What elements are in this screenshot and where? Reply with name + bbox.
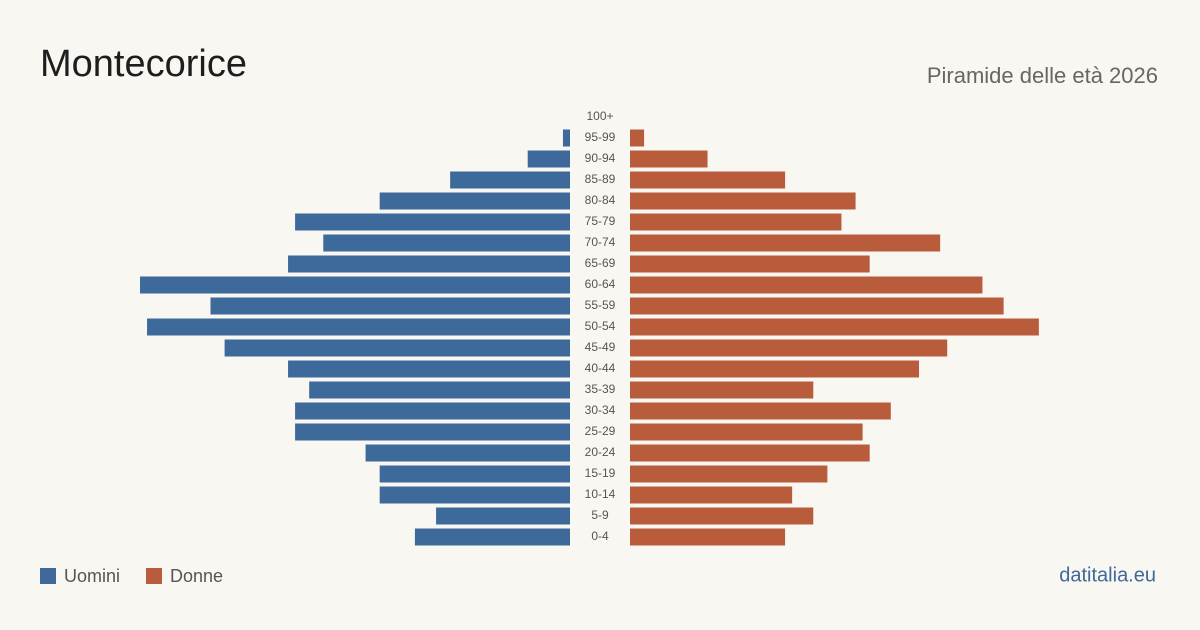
bar [630, 150, 708, 168]
bar [379, 465, 570, 483]
bar [147, 318, 570, 336]
bar [630, 171, 786, 189]
age-label: 55-59 [585, 298, 616, 312]
bar [323, 234, 570, 252]
bar [630, 423, 863, 441]
age-label: 25-29 [585, 424, 616, 438]
chart-subtitle: Piramide delle età 2026 [927, 63, 1158, 88]
legend-label: Donne [170, 566, 223, 586]
bar [527, 150, 570, 168]
age-label: 35-39 [585, 382, 616, 396]
bar [630, 360, 920, 378]
bar [295, 423, 570, 441]
bar [630, 402, 891, 420]
bar [140, 276, 570, 294]
bar [288, 255, 570, 273]
bar [630, 528, 786, 546]
bar [630, 255, 870, 273]
bar [630, 381, 814, 399]
chart-title: Montecorice [40, 43, 247, 85]
age-label: 75-79 [585, 214, 616, 228]
legend-swatch [146, 568, 163, 584]
bar [630, 234, 941, 252]
age-label: 90-94 [585, 151, 616, 165]
bar [630, 213, 842, 231]
age-label: 80-84 [585, 193, 616, 207]
bar [630, 444, 870, 462]
age-label: 70-74 [585, 235, 616, 249]
bar [295, 402, 570, 420]
bar [309, 381, 570, 399]
bar [295, 213, 570, 231]
age-label: 65-69 [585, 256, 616, 270]
source: datitalia.eu [1059, 564, 1156, 586]
age-label: 5-9 [591, 508, 609, 522]
bar [562, 129, 570, 147]
bar [288, 360, 570, 378]
age-label: 100+ [586, 109, 613, 123]
age-label: 85-89 [585, 172, 616, 186]
bar [630, 297, 1004, 315]
bar [630, 276, 983, 294]
bar [630, 465, 828, 483]
bar [379, 192, 570, 210]
bar [365, 444, 570, 462]
age-label: 15-19 [585, 466, 616, 480]
age-label: 20-24 [585, 445, 616, 459]
legend-label: Uomini [64, 566, 120, 586]
age-label: 50-54 [585, 319, 616, 333]
bar [630, 486, 793, 504]
age-label: 45-49 [585, 340, 616, 354]
bar [630, 318, 1039, 336]
bar [630, 192, 856, 210]
age-label: 10-14 [585, 487, 616, 501]
age-label: 0-4 [591, 529, 609, 543]
age-label: 60-64 [585, 277, 616, 291]
bar [630, 129, 645, 147]
bar [630, 339, 948, 357]
bar [210, 297, 570, 315]
bar [414, 528, 570, 546]
age-label: 95-99 [585, 130, 616, 144]
bar [450, 171, 570, 189]
bar [379, 486, 570, 504]
age-label: 30-34 [585, 403, 616, 417]
legend-swatch [40, 568, 56, 584]
bar [436, 507, 570, 525]
bar [630, 507, 814, 525]
bar [224, 339, 571, 357]
age-label: 40-44 [585, 361, 616, 375]
